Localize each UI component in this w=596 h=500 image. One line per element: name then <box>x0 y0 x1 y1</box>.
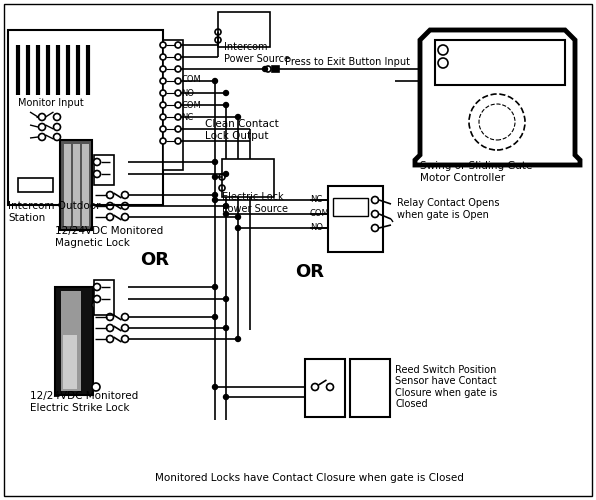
Polygon shape <box>415 30 580 165</box>
Text: Open Indicator
or Light Output: Open Indicator or Light Output <box>452 39 527 61</box>
Bar <box>305 359 345 417</box>
Circle shape <box>175 78 181 84</box>
Text: Intercom
Power Source: Intercom Power Source <box>224 42 290 64</box>
Circle shape <box>224 326 228 330</box>
Circle shape <box>175 102 181 108</box>
Circle shape <box>371 196 378 203</box>
Circle shape <box>160 78 166 84</box>
Circle shape <box>92 383 100 391</box>
Text: COM: COM <box>181 100 201 110</box>
Circle shape <box>160 66 166 72</box>
Text: COM: COM <box>310 210 330 218</box>
Circle shape <box>224 394 228 400</box>
Bar <box>94 280 114 315</box>
Bar <box>435 40 565 85</box>
Bar <box>350 359 390 417</box>
Circle shape <box>175 54 181 60</box>
Circle shape <box>224 204 228 208</box>
Text: Swing or Sliding Gate
Motor Controller: Swing or Sliding Gate Motor Controller <box>420 161 532 183</box>
Circle shape <box>94 170 101 177</box>
Text: Intercom Outdoor
Station: Intercom Outdoor Station <box>8 201 101 223</box>
Circle shape <box>224 172 228 176</box>
Text: NC: NC <box>181 112 193 122</box>
Circle shape <box>235 114 241 119</box>
Bar <box>218 12 270 47</box>
Circle shape <box>438 58 448 68</box>
Circle shape <box>213 160 218 164</box>
Circle shape <box>224 90 228 96</box>
Text: Clean Contact
Lock Output: Clean Contact Lock Output <box>205 119 279 141</box>
Text: COM: COM <box>181 76 201 84</box>
Text: NO: NO <box>181 88 194 98</box>
Circle shape <box>213 314 218 320</box>
Circle shape <box>235 226 241 230</box>
Circle shape <box>213 384 218 390</box>
Bar <box>61 291 81 391</box>
Circle shape <box>213 78 218 84</box>
Circle shape <box>175 90 181 96</box>
Text: 12/24VDC Monitored
Electric Strike Lock: 12/24VDC Monitored Electric Strike Lock <box>30 391 138 413</box>
Circle shape <box>213 174 218 180</box>
Circle shape <box>262 66 268 71</box>
Circle shape <box>92 301 100 309</box>
Circle shape <box>94 284 101 290</box>
Bar <box>73 144 80 226</box>
Text: OR: OR <box>296 263 324 281</box>
Circle shape <box>94 158 101 166</box>
Text: 12/24VDC Monitored
Magnetic Lock: 12/24VDC Monitored Magnetic Lock <box>55 226 163 248</box>
Bar <box>222 159 274 197</box>
Circle shape <box>160 102 166 108</box>
Circle shape <box>160 42 166 48</box>
Bar <box>60 140 92 230</box>
Circle shape <box>160 126 166 132</box>
Circle shape <box>371 210 378 218</box>
Circle shape <box>213 192 218 198</box>
Circle shape <box>160 90 166 96</box>
Circle shape <box>224 102 228 108</box>
Bar <box>163 40 183 170</box>
Circle shape <box>235 214 241 220</box>
Circle shape <box>224 296 228 302</box>
Circle shape <box>175 126 181 132</box>
Bar <box>272 66 279 72</box>
Text: Monitored Locks have Contact Closure when gate is Closed: Monitored Locks have Contact Closure whe… <box>155 473 464 483</box>
Bar <box>94 155 114 185</box>
Text: Reed Switch Position
Sensor have Contact
Closure when gate is
Closed: Reed Switch Position Sensor have Contact… <box>395 364 497 410</box>
Text: NC: NC <box>310 196 322 204</box>
Circle shape <box>371 224 378 232</box>
Circle shape <box>175 66 181 72</box>
Circle shape <box>175 114 181 120</box>
Circle shape <box>438 45 448 55</box>
Circle shape <box>235 336 241 342</box>
Circle shape <box>224 212 228 216</box>
Bar <box>18 178 53 192</box>
Bar <box>63 335 77 389</box>
Bar <box>82 144 89 226</box>
Bar <box>328 186 383 252</box>
Text: Monitor Input: Monitor Input <box>18 98 84 108</box>
Circle shape <box>160 138 166 144</box>
Circle shape <box>160 114 166 120</box>
Bar <box>64 144 71 226</box>
Bar <box>333 198 368 216</box>
Bar <box>55 287 93 395</box>
Text: OR: OR <box>141 251 169 269</box>
Text: Press to Exit Button Input: Press to Exit Button Input <box>285 57 410 67</box>
Circle shape <box>213 198 218 202</box>
Bar <box>8 30 163 205</box>
Text: NO: NO <box>310 224 323 232</box>
Circle shape <box>160 54 166 60</box>
Text: Relay Contact Opens
when gate is Open: Relay Contact Opens when gate is Open <box>397 198 499 220</box>
Circle shape <box>175 138 181 144</box>
Text: Electric Lock
Power Source: Electric Lock Power Source <box>222 192 288 214</box>
Circle shape <box>94 296 101 302</box>
Circle shape <box>213 284 218 290</box>
Circle shape <box>175 42 181 48</box>
